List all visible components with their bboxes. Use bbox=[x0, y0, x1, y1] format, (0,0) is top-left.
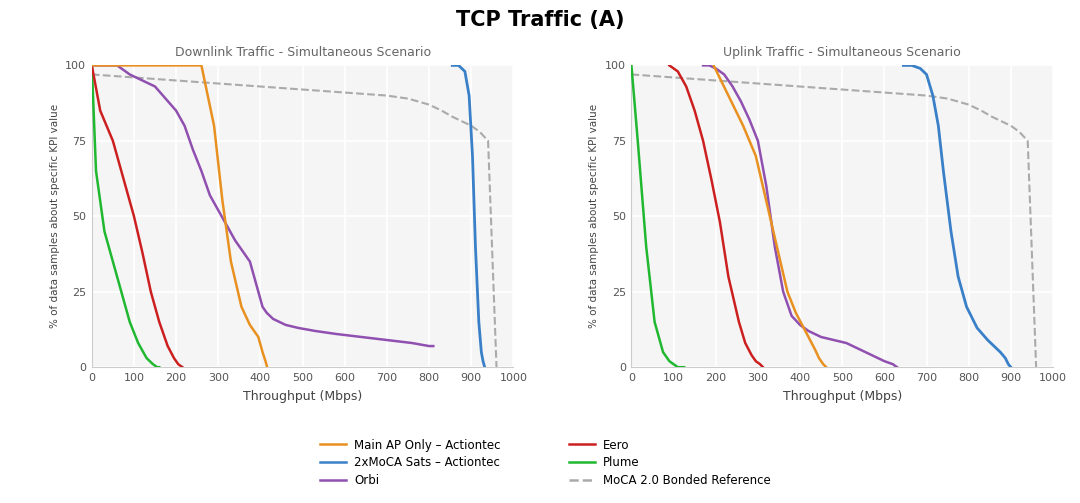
Title: Uplink Traffic - Simultaneous Scenario: Uplink Traffic - Simultaneous Scenario bbox=[724, 46, 961, 59]
Title: Downlink Traffic - Simultaneous Scenario: Downlink Traffic - Simultaneous Scenario bbox=[175, 46, 431, 59]
X-axis label: Throughput (Mbps): Throughput (Mbps) bbox=[783, 390, 902, 403]
Y-axis label: % of data samples about specific KPI value: % of data samples about specific KPI val… bbox=[50, 104, 59, 328]
Legend: Main AP Only – Actiontec, 2xMoCA Sats – Actiontec, Orbi: Main AP Only – Actiontec, 2xMoCA Sats – … bbox=[320, 439, 501, 487]
Y-axis label: % of data samples about specific KPI value: % of data samples about specific KPI val… bbox=[590, 104, 599, 328]
X-axis label: Throughput (Mbps): Throughput (Mbps) bbox=[243, 390, 362, 403]
Text: TCP Traffic (A): TCP Traffic (A) bbox=[456, 10, 624, 30]
Legend: Eero, Plume, MoCA 2.0 Bonded Reference: Eero, Plume, MoCA 2.0 Bonded Reference bbox=[568, 439, 771, 487]
